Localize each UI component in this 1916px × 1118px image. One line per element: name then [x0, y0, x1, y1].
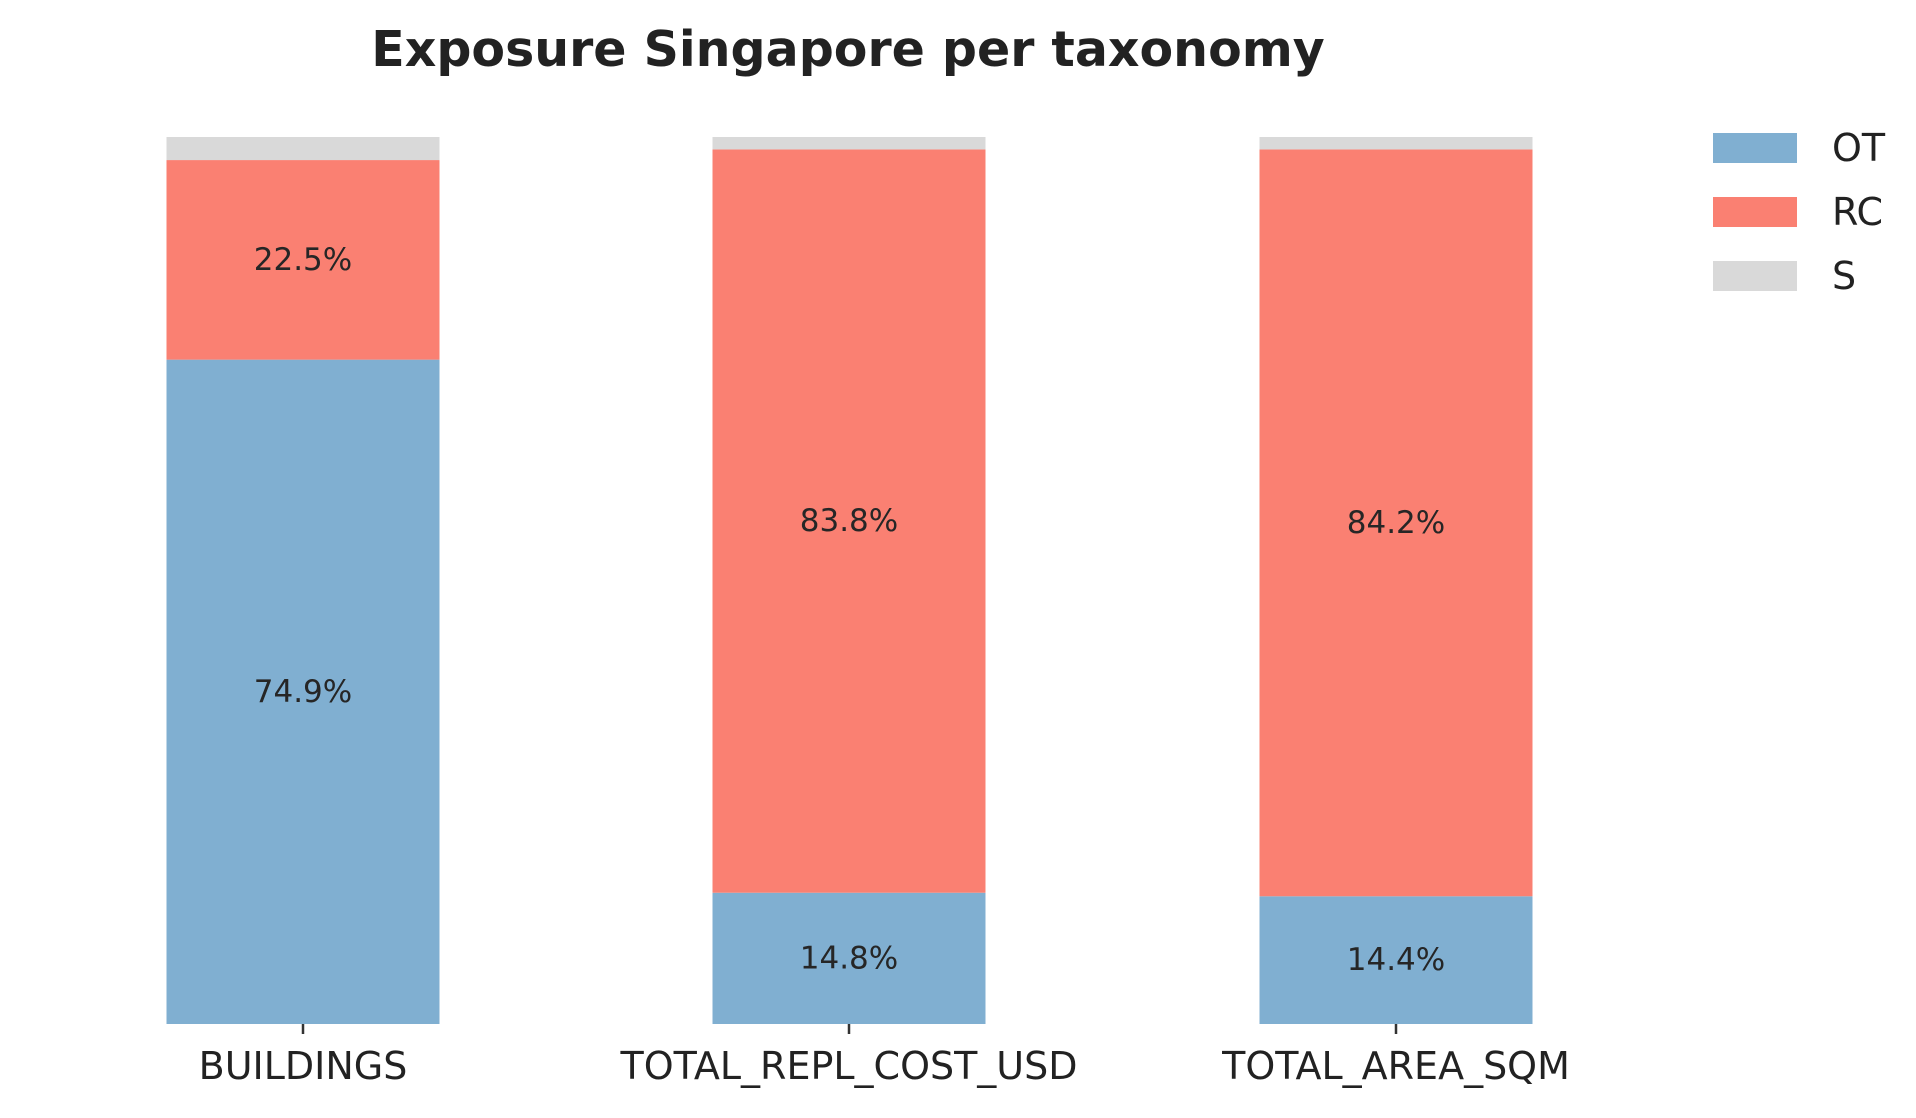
data-label-ot-2: 14.8% — [800, 940, 898, 976]
segment-labels-group: 74.9% 22.5% 14.8% 83.8% 14.4% 84.2% — [254, 242, 1445, 978]
legend: OT RC S — [1713, 126, 1886, 298]
bar-segment-s-2 — [712, 137, 986, 150]
data-label-ot-3: 14.4% — [1347, 942, 1445, 978]
x-tick-label: TOTAL_AREA_SQM — [1221, 1044, 1570, 1088]
legend-label-rc: RC — [1832, 190, 1883, 234]
bar-segment-s-3 — [1259, 137, 1533, 150]
bar-segment-rc-2 — [712, 149, 986, 893]
data-label-rc-2: 83.8% — [800, 503, 898, 539]
chart-title: Exposure Singapore per taxonomy — [371, 21, 1325, 78]
x-tick-label: BUILDINGS — [199, 1044, 408, 1088]
bars-group — [166, 137, 1533, 1025]
bar-segment-ot-1 — [166, 359, 440, 1025]
bar-segment-rc-1 — [166, 160, 440, 360]
bar-segment-s-1 — [166, 137, 440, 161]
data-label-rc-3: 84.2% — [1347, 505, 1445, 541]
data-label-ot-1: 74.9% — [254, 674, 352, 710]
data-label-rc-1: 22.5% — [254, 242, 352, 278]
x-axis-ticks: BUILDINGS TOTAL_REPL_COST_USD TOTAL_AREA_S… — [199, 1024, 1570, 1088]
x-tick-label: TOTAL_REPL_COST_USD — [619, 1044, 1077, 1088]
legend-swatch-rc — [1713, 197, 1797, 227]
bar-segment-ot-2 — [712, 892, 986, 1024]
legend-label-ot: OT — [1832, 126, 1886, 170]
legend-swatch-ot — [1713, 133, 1797, 163]
legend-label-s: S — [1832, 254, 1856, 298]
legend-swatch-s — [1713, 261, 1797, 291]
bar-segment-rc-3 — [1259, 149, 1533, 897]
bar-segment-ot-3 — [1259, 896, 1533, 1024]
